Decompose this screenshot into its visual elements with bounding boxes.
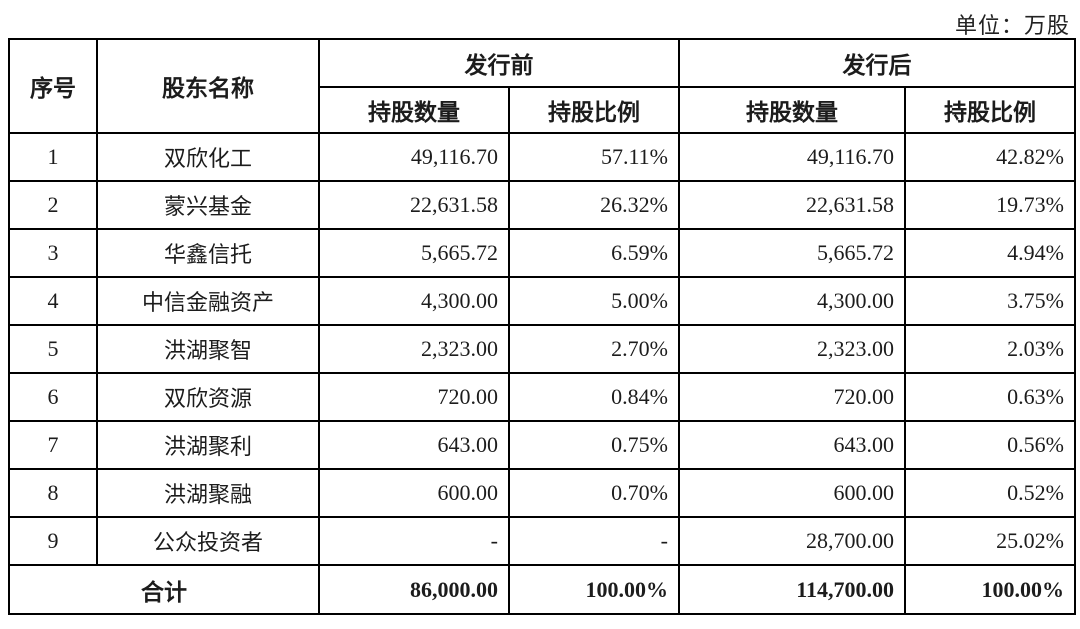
table-row: 7 洪湖聚利 643.00 0.75% 643.00 0.56% [8,420,1076,470]
before-ratio: 26.32% [508,180,680,230]
table-body: 1 双欣化工 49,116.70 57.11% 49,116.70 42.82% 2 蒙兴基金… [8,132,1076,566]
before-shares: 22,631.58 [318,180,510,230]
shareholder-name: 公众投资者 [96,516,320,566]
after-shares: 22,631.58 [678,180,906,230]
shareholder-name: 华鑫信托 [96,228,320,278]
before-ratio: 6.59% [508,228,680,278]
row-index: 6 [8,372,98,422]
header-before-issue: 发行前 [318,38,680,88]
after-shares: 4,300.00 [678,276,906,326]
after-ratio: 3.75% [904,276,1076,326]
after-ratio: 42.82% [904,132,1076,182]
before-shares: 5,665.72 [318,228,510,278]
before-shares: 720.00 [318,372,510,422]
shareholder-table: 序号 股东名称 发行前 发行后 持股数量 持股比例 持股数量 持股比例 1 双欣化… [8,38,1076,615]
shareholder-name: 洪湖聚利 [96,420,320,470]
row-index: 5 [8,324,98,374]
header-after-ratio: 持股比例 [904,86,1076,134]
after-ratio: 2.03% [904,324,1076,374]
after-ratio: 0.63% [904,372,1076,422]
shareholder-name: 蒙兴基金 [96,180,320,230]
header-before-shares: 持股数量 [318,86,510,134]
before-ratio: 57.11% [508,132,680,182]
before-ratio: 0.75% [508,420,680,470]
before-shares: 2,323.00 [318,324,510,374]
after-ratio: 0.56% [904,420,1076,470]
header-index: 序号 [8,38,98,134]
after-ratio: 4.94% [904,228,1076,278]
header-after-issue: 发行后 [678,38,1076,88]
shareholder-name: 双欣资源 [96,372,320,422]
total-row: 合计 86,000.00 100.00% 114,700.00 100.00% [8,564,1076,615]
after-shares: 600.00 [678,468,906,518]
row-index: 3 [8,228,98,278]
header-row-sub: 持股数量 持股比例 持股数量 持股比例 [9,86,1076,134]
before-ratio: 0.70% [508,468,680,518]
after-shares: 2,323.00 [678,324,906,374]
before-ratio: 2.70% [508,324,680,374]
after-ratio: 0.52% [904,468,1076,518]
after-shares: 643.00 [678,420,906,470]
header-before-ratio: 持股比例 [508,86,680,134]
table-footer: 合计 86,000.00 100.00% 114,700.00 100.00% [8,564,1076,615]
row-index: 7 [8,420,98,470]
before-shares: - [318,516,510,566]
shareholder-name: 双欣化工 [96,132,320,182]
before-ratio: 0.84% [508,372,680,422]
total-after-ratio: 100.00% [904,564,1076,615]
shareholder-name: 中信金融资产 [96,276,320,326]
before-shares: 49,116.70 [318,132,510,182]
header-row-top: 序号 股东名称 发行前 发行后 [8,38,1076,134]
header-after-shares: 持股数量 [678,86,906,134]
total-before-shares: 86,000.00 [318,564,510,615]
table-row: 5 洪湖聚智 2,323.00 2.70% 2,323.00 2.03% [8,324,1076,374]
table-row: 6 双欣资源 720.00 0.84% 720.00 0.63% [8,372,1076,422]
table-row: 8 洪湖聚融 600.00 0.70% 600.00 0.52% [8,468,1076,518]
table-row: 9 公众投资者 - -28,700.00 25.02% [8,516,1076,566]
after-ratio: 25.02% [904,516,1076,566]
total-before-ratio: 100.00% [508,564,680,615]
after-shares: 5,665.72 [678,228,906,278]
after-ratio: 19.73% [904,180,1076,230]
row-index: 2 [8,180,98,230]
before-ratio: - [508,516,680,566]
row-index: 4 [8,276,98,326]
after-shares: 720.00 [678,372,906,422]
before-ratio: 5.00% [508,276,680,326]
table-row: 4 中信金融资产 4,300.00 5.00% 4,300.00 3.75% [8,276,1076,326]
header-shareholder-name: 股东名称 [96,38,320,134]
after-shares: 49,116.70 [678,132,906,182]
row-index: 9 [8,516,98,566]
shareholder-name: 洪湖聚智 [96,324,320,374]
after-shares: 28,700.00 [678,516,906,566]
before-shares: 4,300.00 [318,276,510,326]
row-index: 8 [8,468,98,518]
shareholder-name: 洪湖聚融 [96,468,320,518]
table-row: 3 华鑫信托 5,665.72 6.59% 5,665.72 4.94% [8,228,1076,278]
total-after-shares: 114,700.00 [678,564,906,615]
before-shares: 643.00 [318,420,510,470]
table-header: 序号 股东名称 发行前 发行后 持股数量 持股比例 持股数量 持股比例 [8,38,1076,134]
before-shares: 600.00 [318,468,510,518]
table-row: 2 蒙兴基金 22,631.58 26.32% 22,631.58 19.73% [8,180,1076,230]
row-index: 1 [8,132,98,182]
table-row: 1 双欣化工 49,116.70 57.11% 49,116.70 42.82% [8,132,1076,182]
unit-label: 单位：万股 [954,13,1070,38]
total-label: 合计 [8,564,320,615]
